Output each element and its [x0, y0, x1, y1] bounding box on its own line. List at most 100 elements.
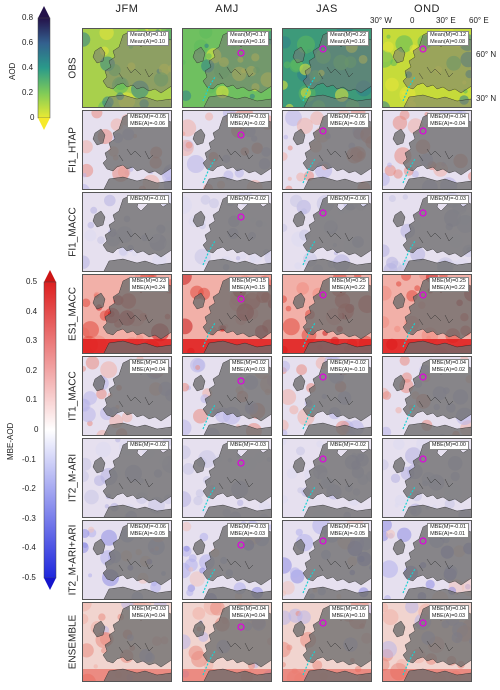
- panel-stat-line: MBE(A)=0.22: [431, 284, 466, 291]
- lat-label-60n: 60° N: [476, 50, 497, 59]
- panel-stat-line: Mean(M)=0.17: [230, 32, 266, 38]
- map-panel: MBE(M)=-0.02: [282, 438, 372, 518]
- map-panel: MBE(M)=0.03 MBE(A)=0.04: [82, 602, 172, 682]
- panel-stat-line: MBE(M)=-0.02: [230, 196, 266, 202]
- panel-stat-line: MBE(M)=-0.03: [430, 196, 466, 202]
- panel-stat-line: MBE(M)=0.00: [431, 442, 466, 448]
- panel-stat-line: MBE(A)=-0.05: [330, 530, 366, 537]
- europe-map: [383, 521, 471, 599]
- europe-map: [83, 193, 171, 271]
- row-label-it2-m-ari: IT2_M-ARI: [67, 453, 79, 503]
- colorbar-mbe-tick: 0.3: [26, 336, 38, 345]
- panel-stat-line: MBE(M)=-0.03: [230, 524, 266, 530]
- panel-stat-legend: MBE(M)=0.04 MBE(A)=0.04: [228, 605, 269, 620]
- map-panel: MBE(M)=0.23 MBE(A)=0.24: [82, 274, 172, 354]
- map-panel: MBE(M)=-0.02: [82, 438, 172, 518]
- colorbar-mbe-tick: 0.2: [26, 366, 38, 375]
- panel-stat-line: MBE(M)=-0.06: [330, 114, 366, 120]
- row-label-es1-macc: ES1_MACC: [67, 287, 79, 341]
- map-panel: MBE(M)=-0.03: [182, 438, 272, 518]
- map-panel: MBE(M)=0.25 MBE(A)=0.22: [382, 274, 472, 354]
- panel-stat-line: MBE(M)=0.04: [131, 360, 166, 366]
- panel-stat-line: MBE(A)=-0.02: [230, 120, 266, 127]
- panel-stat-line: MBE(A)=-0.04: [430, 120, 466, 127]
- panel-stat-line: MBE(A)=0.04: [131, 612, 166, 619]
- map-panel: Mean(M)=0.22 Mean(A)=0.16: [282, 28, 372, 108]
- europe-map: [83, 275, 171, 353]
- panel-stat-legend: MBE(M)=0.04 MBE(A)=0.04: [128, 359, 169, 374]
- colorbar-mbe-tick: -0.4: [22, 543, 36, 552]
- map-panel: MBE(M)=-0.05 MBE(A)=-0.06: [82, 110, 172, 190]
- map-panel: MBE(M)=-0.02: [182, 192, 272, 272]
- europe-map: [283, 439, 371, 517]
- panel-stat-line: MBE(M)=0.04: [431, 606, 466, 612]
- panel-stat-line: MBE(M)=0.04: [431, 360, 466, 366]
- panel-stat-line: MBE(A)=0.10: [331, 612, 366, 619]
- map-panel: MBE(M)=-0.02 MBE(A)=-0.10: [282, 356, 372, 436]
- panel-stat-legend: MBE(M)=-0.01: [127, 195, 169, 204]
- europe-map: [283, 193, 371, 271]
- map-panel: MBE(M)=-0.03 MBE(A)=-0.02: [182, 110, 272, 190]
- panel-stat-legend: MBE(M)=0.23 MBE(A)=0.24: [128, 277, 169, 292]
- row-label-obs: OBS: [67, 57, 79, 79]
- colorbar-obs-tick: 0.6: [22, 38, 34, 47]
- panel-stat-line: MBE(A)=-0.05: [130, 530, 166, 537]
- europe-map: [383, 603, 471, 681]
- map-panel: MBE(M)=0.00: [382, 438, 472, 518]
- lat-label-30n: 30° N: [476, 94, 497, 103]
- panel-stat-line: MBE(M)=-0.05: [130, 114, 166, 120]
- panel-stat-line: Mean(M)=0.22: [330, 32, 366, 38]
- panel-stat-line: MBE(M)=0.23: [131, 278, 166, 284]
- panel-stat-legend: MBE(M)=0.00: [428, 441, 469, 450]
- panel-stat-legend: MBE(M)=-0.05 MBE(A)=-0.06: [127, 113, 169, 128]
- panel-stat-legend: Mean(M)=0.22 Mean(A)=0.16: [327, 31, 369, 46]
- panel-stat-legend: MBE(M)=-0.01 MBE(A)=-0.01: [427, 523, 469, 538]
- panel-stat-line: Mean(M)=0.12: [430, 32, 466, 38]
- panel-stat-legend: MBE(M)=-0.02: [127, 441, 169, 450]
- colorbar-mbe-tick: -0.1: [22, 455, 36, 464]
- row-label-it1-macc: IT1_MACC: [67, 371, 79, 421]
- colorbar-mbe-tick: 0.4: [26, 307, 38, 316]
- map-panel: MBE(M)=-0.06: [282, 192, 372, 272]
- europe-map: [383, 29, 471, 107]
- map-panel: Mean(M)=0.17 Mean(A)=0.16: [182, 28, 272, 108]
- row-label-it2-m-ari-ari: IT2_M-ARI+ARI: [67, 524, 79, 596]
- panel-stat-line: MBE(A)=0.02: [431, 366, 466, 373]
- row-label-fi1-htap: FI1_HTAP: [67, 127, 79, 173]
- colorbar-obs-tick: 0: [30, 113, 35, 122]
- lon-label-60e: 60° E: [469, 16, 489, 25]
- panel-stat-line: MBE(M)=0.03: [131, 606, 166, 612]
- colorbar-mbe-tick: 0: [34, 425, 39, 434]
- lon-label-0: 0: [410, 16, 415, 25]
- map-panel: MBE(M)=0.06 MBE(A)=0.10: [282, 602, 372, 682]
- europe-map: [183, 29, 271, 107]
- colorbar-mbe-title: MBE-AOD: [6, 422, 15, 460]
- panel-stat-legend: MBE(M)=-0.03 MBE(A)=-0.02: [227, 113, 269, 128]
- panel-stat-line: Mean(A)=0.16: [330, 38, 366, 45]
- colorbar-obs-tick: 0.2: [22, 88, 34, 97]
- panel-stat-line: MBE(M)=0.02: [231, 360, 266, 366]
- map-panel: MBE(M)=0.25 MBE(A)=0.22: [282, 274, 372, 354]
- map-panel: MBE(M)=-0.01 MBE(A)=-0.01: [382, 520, 472, 600]
- panel-stat-line: MBE(M)=-0.04: [430, 114, 466, 120]
- europe-map: [183, 193, 271, 271]
- map-panel: MBE(M)=0.15 MBE(A)=0.15: [182, 274, 272, 354]
- panel-stat-line: MBE(M)=-0.01: [430, 524, 466, 530]
- panel-stat-legend: MBE(M)=0.25 MBE(A)=0.22: [428, 277, 469, 292]
- colorbar-obs: [37, 6, 51, 130]
- panel-stat-legend: MBE(M)=-0.02 MBE(A)=-0.10: [327, 359, 369, 374]
- panel-stat-legend: MBE(M)=-0.03 MBE(A)=-0.03: [227, 523, 269, 538]
- column-header-ond: OND: [414, 3, 440, 15]
- panel-stat-line: MBE(M)=0.15: [231, 278, 266, 284]
- panel-stat-line: MBE(M)=-0.06: [130, 524, 166, 530]
- map-panel: Mean(M)=0.10 Mean(A)=0.10: [82, 28, 172, 108]
- europe-map: [283, 521, 371, 599]
- panel-stat-legend: MBE(M)=-0.04 MBE(A)=-0.04: [427, 113, 469, 128]
- panel-stat-line: MBE(A)=0.03: [231, 366, 266, 373]
- panel-stat-legend: MBE(M)=-0.03: [227, 441, 269, 450]
- colorbar-mbe-tick: 0.1: [26, 395, 38, 404]
- colorbar-mbe-tick: -0.2: [22, 484, 36, 493]
- column-header-amj: AMJ: [215, 3, 239, 15]
- panel-stat-line: MBE(M)=-0.03: [230, 114, 266, 120]
- panel-stat-line: MBE(A)=-0.01: [430, 530, 466, 537]
